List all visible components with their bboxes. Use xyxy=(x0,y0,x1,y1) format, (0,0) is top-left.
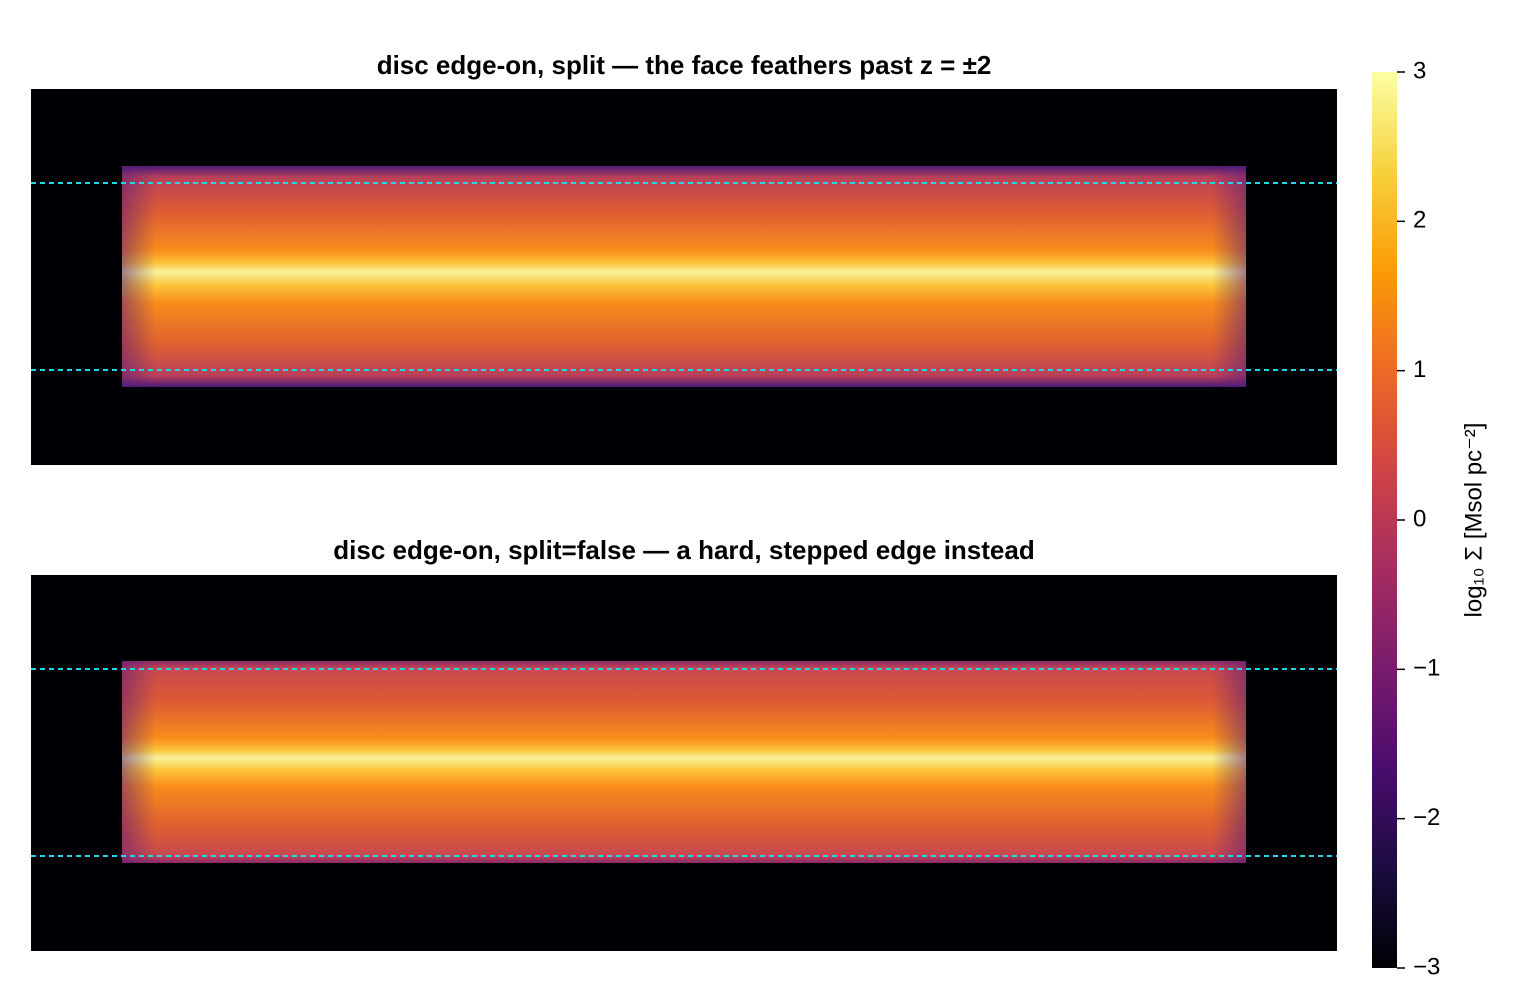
disc-edge xyxy=(122,661,1246,863)
colorbar-tick-label: −1 xyxy=(1413,655,1440,682)
colorbar-tick-label: 0 xyxy=(1413,505,1426,532)
disc-edge xyxy=(122,166,1246,387)
colorbar-tick-label: 3 xyxy=(1413,57,1426,84)
colorbar-tick-label: 1 xyxy=(1413,356,1426,383)
colorbar-label: log₁₀ Σ [Msol pc⁻²] xyxy=(1460,423,1487,618)
panel-title: disc edge-on, split — the face feathers … xyxy=(377,50,992,80)
colorbar xyxy=(1372,72,1397,968)
colorbar-tick-label: 2 xyxy=(1413,207,1426,234)
colorbar-tick-label: −2 xyxy=(1413,804,1440,831)
panel-title: disc edge-on, split=false — a hard, step… xyxy=(333,535,1034,565)
heatmap-panel xyxy=(31,89,1337,465)
heatmap-panel xyxy=(31,575,1337,951)
colorbar-tick-label: −3 xyxy=(1413,953,1440,980)
